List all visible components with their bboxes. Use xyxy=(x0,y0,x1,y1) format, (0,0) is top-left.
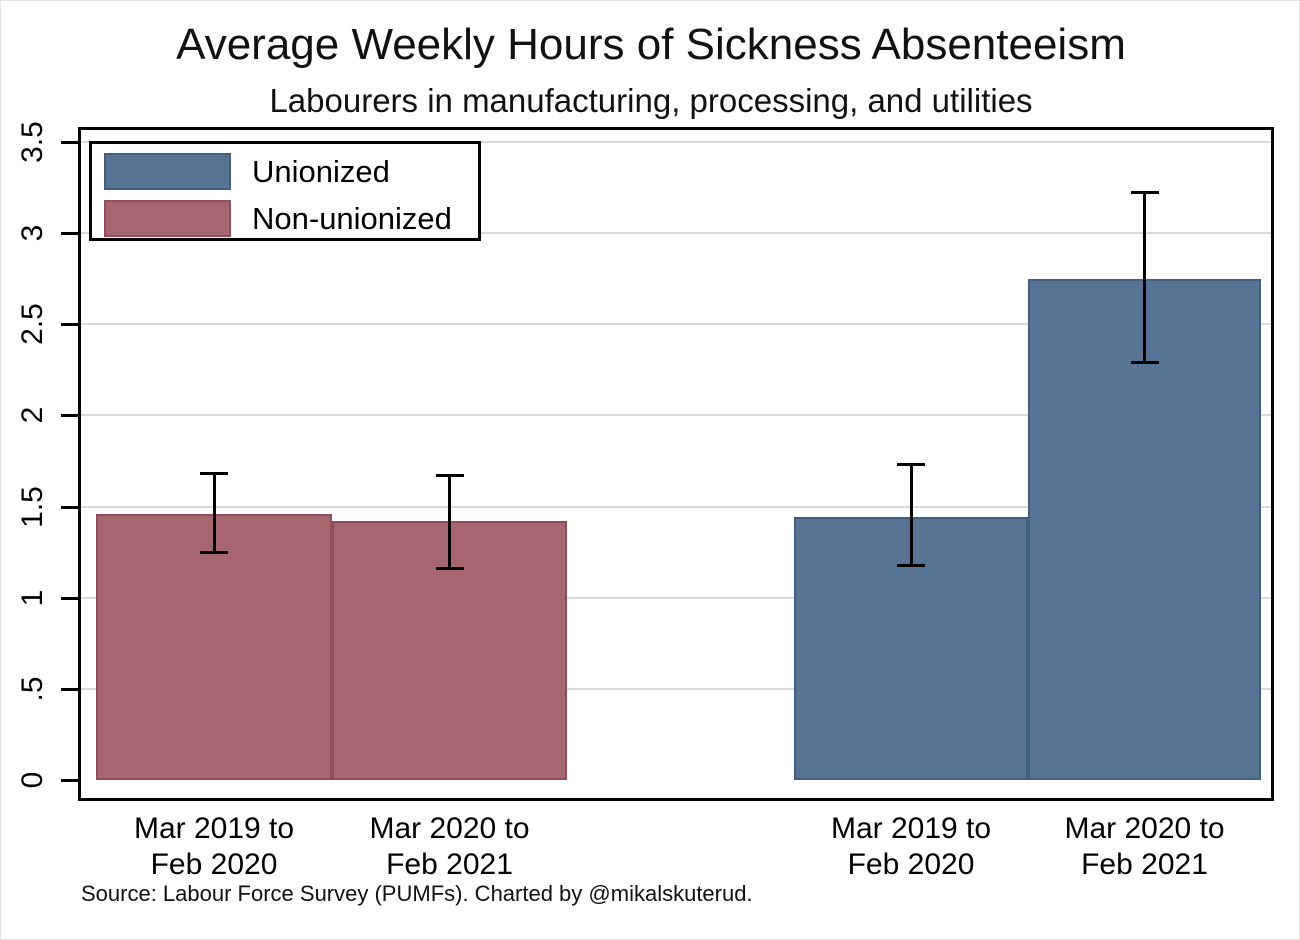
plot-inner xyxy=(81,130,1271,798)
gridline-y-1 xyxy=(81,596,1271,599)
x-axis-label-unionized-mar-2019-to-feb-2020: Mar 2019 to Feb 2020 xyxy=(830,812,992,881)
x-axis-label-unionized-mar-2020-to-feb-2021: Mar 2020 to Feb 2021 xyxy=(1064,812,1225,881)
y-axis-tick-.5 xyxy=(61,687,78,691)
x-axis-label-non-unionized-mar-2019-to-feb-2020: Mar 2019 to Feb 2020 xyxy=(133,812,295,881)
legend: Unionized Non-unionized xyxy=(89,141,481,241)
y-axis-tick-label-1: 1 xyxy=(16,589,49,607)
error-bar-cap-top xyxy=(200,471,228,475)
error-bar-line xyxy=(1143,191,1146,365)
plot-area: Unionized Non-unionized xyxy=(78,127,1274,801)
error-bar-line xyxy=(909,462,913,567)
y-axis-tick-label-.5: .5 xyxy=(16,676,49,702)
legend-label-nonunionized: Non-unionized xyxy=(252,200,452,236)
error-bar-cap-top xyxy=(897,462,925,466)
gridline-y-2.5 xyxy=(81,323,1271,326)
y-axis-tick-label-2.5: 2.5 xyxy=(16,303,49,346)
gridline-y-3.5 xyxy=(81,140,1271,143)
gridline-y-3 xyxy=(81,232,1271,235)
y-axis-tick-2 xyxy=(61,414,78,418)
legend-label-unionized: Unionized xyxy=(252,153,390,189)
y-axis-tick-2.5 xyxy=(61,323,78,327)
error-bar-cap-bottom xyxy=(435,567,464,571)
error-bar-cap-top xyxy=(435,473,464,477)
error-bar-line xyxy=(212,471,216,554)
error-bar-cap-bottom xyxy=(200,550,228,554)
gridline-y-1.5 xyxy=(81,505,1271,508)
y-axis-tick-1.5 xyxy=(61,505,78,509)
chart-subtitle: Labourers in manufacturing, processing, … xyxy=(269,82,1033,119)
y-axis-tick-3 xyxy=(61,232,78,236)
y-axis-tick-label-1.5: 1.5 xyxy=(16,485,49,528)
y-axis-tick-label-3: 3 xyxy=(16,224,49,242)
y-axis-tick-label-2: 2 xyxy=(16,407,49,424)
y-axis-tick-0 xyxy=(61,779,78,782)
x-axis-label-non-unionized-mar-2020-to-feb-2021: Mar 2020 to Feb 2021 xyxy=(369,812,530,881)
y-axis-tick-1 xyxy=(61,596,78,600)
error-bar-cap-bottom xyxy=(1130,361,1159,365)
y-axis-tick-3.5 xyxy=(61,140,78,144)
y-axis-tick-label-3.5: 3.5 xyxy=(16,121,49,163)
error-bar-line xyxy=(448,473,451,571)
y-axis-tick-label-0: 0 xyxy=(16,771,49,789)
error-bar-cap-top xyxy=(1130,191,1159,195)
chart-title: Average Weekly Hours of Sickness Absente… xyxy=(176,20,1126,69)
bar-unionized-mar-2019-to-feb-2020 xyxy=(794,517,1028,780)
gridline-y-2 xyxy=(81,414,1271,417)
error-bar-cap-bottom xyxy=(897,563,925,567)
legend-swatch-unionized xyxy=(104,153,231,190)
source-note: Source: Labour Force Survey (PUMFs). Cha… xyxy=(81,881,753,906)
legend-swatch-nonunionized xyxy=(104,200,231,237)
gridline-y-.5 xyxy=(81,687,1271,690)
